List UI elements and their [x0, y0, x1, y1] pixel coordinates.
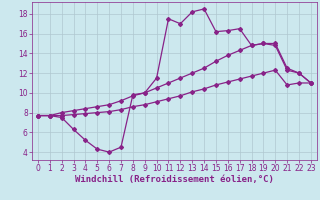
X-axis label: Windchill (Refroidissement éolien,°C): Windchill (Refroidissement éolien,°C) — [75, 175, 274, 184]
